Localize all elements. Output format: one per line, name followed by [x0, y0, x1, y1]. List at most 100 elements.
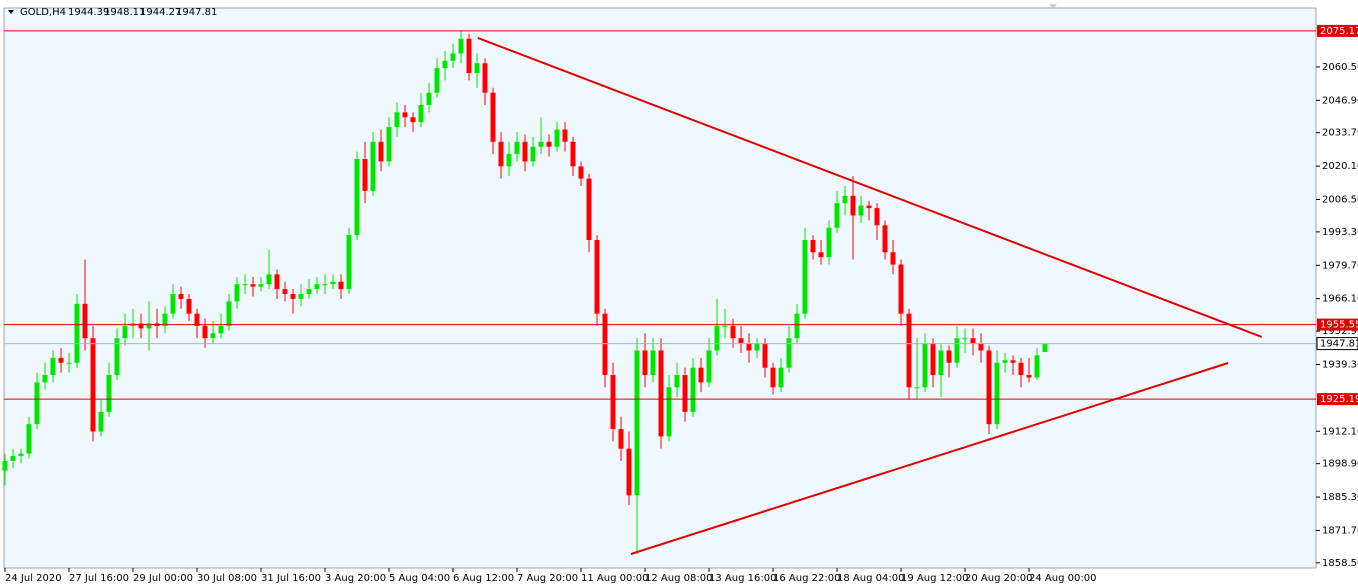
x-tick-label: 18 Aug 04:00: [837, 573, 904, 584]
candle-body: [882, 225, 888, 253]
x-tick-label: 5 Aug 04:00: [389, 573, 450, 584]
candle-body: [722, 325, 728, 327]
candle-body: [1018, 362, 1024, 376]
candle-body: [346, 235, 352, 290]
candle-body: [378, 141, 384, 162]
candle-body: [82, 303, 88, 339]
candle-body: [522, 141, 528, 162]
candle-body: [866, 205, 872, 209]
low-value: 1944.27: [140, 7, 181, 18]
candle-body: [538, 141, 544, 147]
x-tick-label: 11 Aug 00:00: [581, 573, 648, 584]
candle-body: [946, 350, 952, 363]
candle-body: [266, 274, 272, 285]
candle-body: [754, 343, 760, 351]
candle-body: [890, 252, 896, 265]
header: GOLD,H4 1944.39 1948.11 1944.27 1947.81: [8, 7, 217, 18]
candle-body: [178, 294, 184, 299]
candle-body: [650, 350, 656, 376]
candle-body: [474, 63, 480, 74]
candle-body: [618, 429, 624, 449]
candle-body: [746, 343, 752, 351]
candle-body: [10, 456, 16, 461]
y-tick-label: 2033.70: [1322, 128, 1358, 139]
candle-body: [570, 141, 576, 167]
x-tick-label: 24 Jul 2020: [5, 573, 62, 584]
shift-marker: [1049, 4, 1057, 9]
x-tick-label: 30 Jul 08:00: [197, 573, 257, 584]
candle-body: [778, 367, 784, 388]
candle-body: [698, 367, 704, 383]
plot-area: [3, 7, 1317, 569]
candle-body: [1042, 343, 1048, 352]
candle-body: [210, 333, 216, 339]
candle-body: [18, 453, 24, 457]
level-label-box: [1317, 318, 1358, 331]
y-tick-label: 1912.10: [1322, 426, 1358, 437]
candle-body: [258, 284, 264, 287]
candle-body: [26, 424, 32, 454]
candle-body: [42, 375, 48, 383]
candle-body: [2, 460, 8, 471]
candle-body: [234, 284, 240, 302]
x-tick-label: 6 Aug 12:00: [453, 573, 514, 584]
candle-body: [74, 303, 80, 363]
candle-body: [634, 350, 640, 496]
candle-body: [1002, 360, 1008, 363]
candle-body: [674, 375, 680, 388]
x-tick-label: 31 Jul 16:00: [261, 573, 321, 584]
candle-body: [250, 284, 256, 287]
candle-body: [594, 240, 600, 314]
x-tick-label: 24 Aug 00:00: [1029, 573, 1096, 584]
x-tick-label: 13 Aug 16:00: [709, 573, 776, 584]
candle-body: [170, 294, 176, 314]
high-value: 1948.11: [104, 7, 145, 18]
candle-body: [146, 323, 152, 329]
candle-body: [362, 158, 368, 191]
candle-body: [1026, 375, 1032, 378]
candle-body: [986, 350, 992, 425]
level-label: 1955.55: [1320, 320, 1358, 331]
candle-body: [690, 367, 696, 412]
candle-body: [666, 387, 672, 437]
candle-body: [978, 343, 984, 351]
candle-body: [314, 284, 320, 290]
y-tick-label: 1939.30: [1322, 359, 1358, 370]
candle-body: [138, 323, 144, 329]
x-tick-label: 29 Jul 00:00: [133, 573, 193, 584]
candle-body: [642, 350, 648, 376]
candle-body: [410, 117, 416, 123]
candle-body: [402, 112, 408, 118]
current-price-box: [1316, 337, 1358, 351]
candle-body: [426, 92, 432, 105]
candle-body: [338, 281, 344, 290]
x-tick-label: 7 Aug 20:00: [517, 573, 578, 584]
y-tick-label: 2006.50: [1322, 194, 1358, 205]
candle-body: [386, 127, 392, 162]
candle-body: [938, 350, 944, 376]
candle-body: [546, 141, 552, 147]
candle-body: [610, 375, 616, 430]
candle-body: [682, 375, 688, 412]
y-tick-label: 1979.70: [1322, 260, 1358, 271]
level-label: 2075.17: [1320, 26, 1358, 37]
candle-body: [994, 362, 1000, 425]
candle-body: [442, 60, 448, 69]
candle-body: [202, 325, 208, 339]
candle-body: [186, 298, 192, 314]
candle-body: [930, 343, 936, 376]
candle-body: [706, 350, 712, 383]
candle-body: [458, 38, 464, 54]
y-tick-label: 1885.30: [1322, 492, 1358, 503]
candle-body: [98, 411, 104, 432]
candle-body: [586, 178, 592, 241]
candle-body: [626, 448, 632, 496]
candle-body: [434, 68, 440, 93]
candle-body: [898, 264, 904, 314]
level-label-box: [1317, 393, 1358, 406]
candle-body: [298, 294, 304, 299]
candle-body: [970, 338, 976, 344]
candle-body: [370, 141, 376, 191]
level-label: 1925.19: [1320, 394, 1358, 405]
